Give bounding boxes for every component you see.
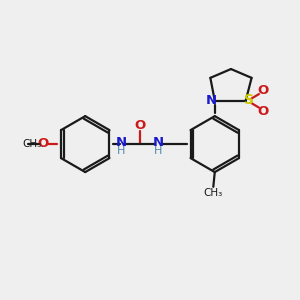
Text: N: N (116, 136, 127, 149)
Text: S: S (244, 93, 254, 107)
Text: N: N (206, 94, 217, 107)
Text: N: N (153, 136, 164, 149)
Text: H: H (117, 146, 126, 156)
Text: CH₃: CH₃ (204, 188, 223, 198)
Text: CH₃: CH₃ (22, 139, 41, 149)
Text: O: O (258, 84, 269, 97)
Text: O: O (134, 119, 145, 132)
Text: H: H (154, 146, 163, 156)
Text: O: O (38, 137, 49, 150)
Text: O: O (258, 105, 269, 118)
